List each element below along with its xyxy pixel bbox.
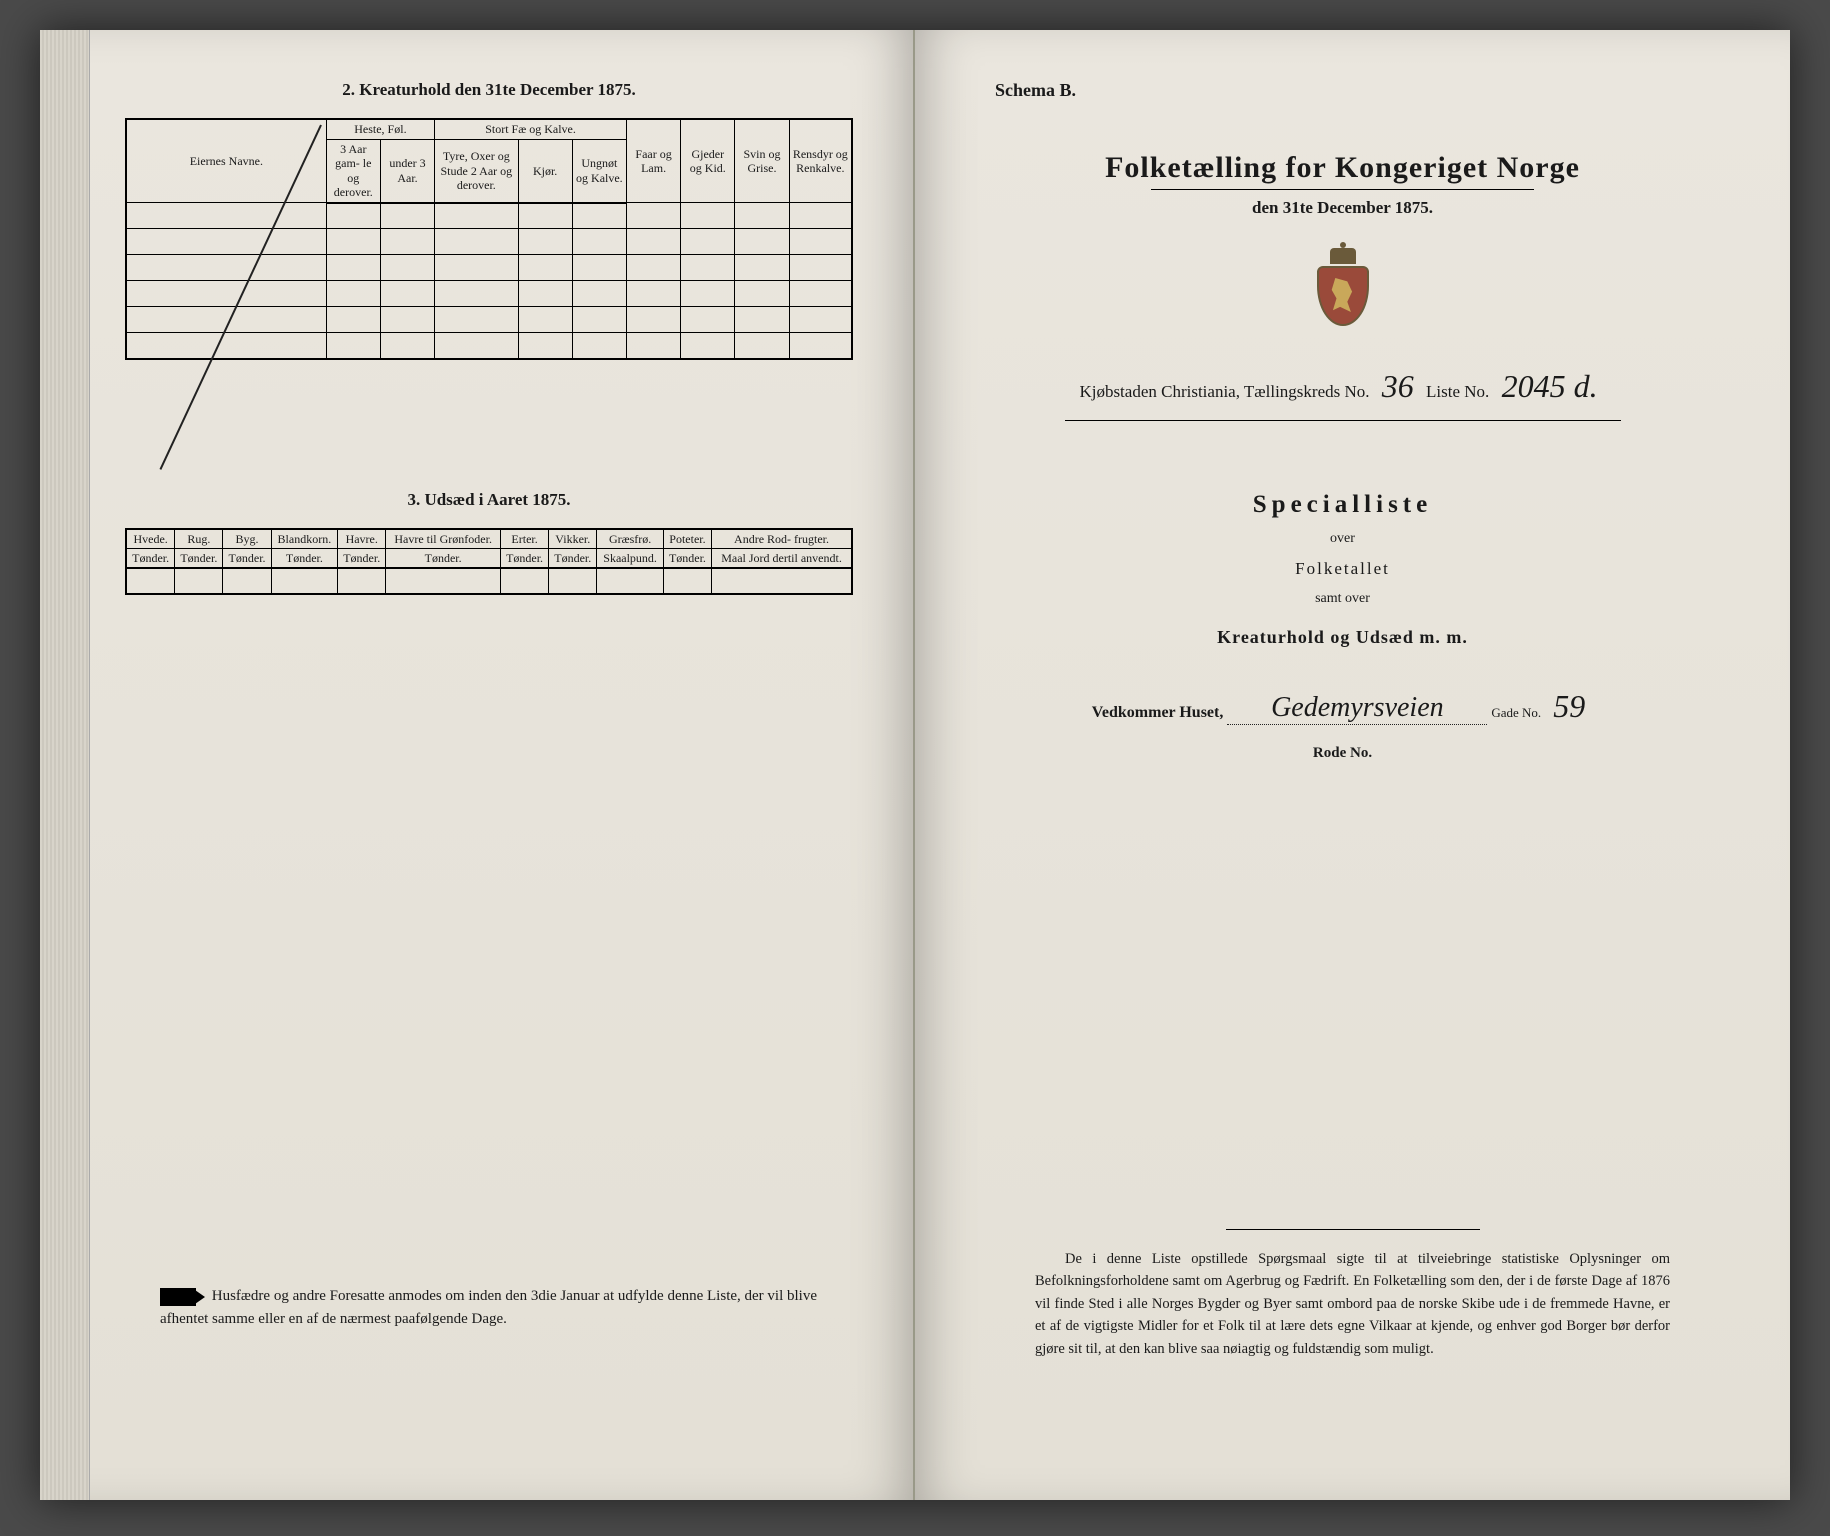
left-page: 2. Kreaturhold den 31te December 1875. E… (40, 30, 915, 1500)
liste-label: Liste No. (1426, 382, 1489, 401)
th-svin: Svin og Grise. (735, 119, 789, 203)
th-u8: Græsfrø. (597, 529, 663, 549)
footnote-body: De i denne Liste opstillede Spørgsmaal s… (1035, 1251, 1670, 1357)
section2-title: 2. Kreaturhold den 31te December 1875. (125, 80, 853, 100)
th-heste-2: under 3 Aar. (380, 140, 434, 203)
th-u10: Andre Rod- frugter. (712, 529, 852, 549)
page-edge (40, 30, 90, 1500)
th-name: Eiernes Navne. (126, 119, 326, 203)
th-stort-3: Ungnøt og Kalve. (572, 140, 626, 203)
udsaed-table: Hvede. Rug. Byg. Blandkorn. Havre. Havre… (125, 528, 853, 596)
table-row (126, 203, 852, 229)
th-u0: Hvede. (126, 529, 175, 549)
spec-line1: Folketallet (995, 559, 1690, 579)
spec-over2: samt over (995, 591, 1690, 607)
table-row (126, 229, 852, 255)
schema-label: Schema B. (995, 80, 1690, 101)
th-u1: Rug. (175, 529, 223, 549)
th-rensdyr: Rensdyr og Renkalve. (789, 119, 852, 203)
th-stort-1: Tyre, Oxer og Stude 2 Aar og derover. (435, 140, 518, 203)
th-u3: Blandkorn. (271, 529, 337, 549)
gade-label: Gade No. (1491, 705, 1541, 720)
spec-title: Specialliste (995, 491, 1690, 519)
section3-title: 3. Udsæd i Aaret 1875. (125, 490, 853, 510)
th-u9: Poteter. (663, 529, 711, 549)
spec-line2: Kreaturhold og Udsæd m. m. (995, 627, 1690, 648)
vedkommer-value: Gedemyrsveien (1227, 692, 1487, 725)
spec-over1: over (995, 531, 1690, 547)
th-unit9: Tønder. (663, 548, 711, 568)
table-row (126, 281, 852, 307)
th-u2: Byg. (223, 529, 271, 549)
kreaturhold-table: Eiernes Navne. Heste, Føl. Stort Fæ og K… (125, 118, 853, 360)
th-heste: Heste, Føl. (326, 119, 434, 140)
rode-label: Rode No. (1313, 745, 1372, 761)
th-unit1: Tønder. (175, 548, 223, 568)
title-block: Folketælling for Kongeriget Norge den 31… (995, 151, 1690, 421)
section3: 3. Udsæd i Aaret 1875. Hvede. Rug. Byg. … (125, 490, 853, 596)
table-row (126, 255, 852, 281)
rode-row: Rode No. (995, 745, 1690, 762)
pointer-icon (160, 1288, 196, 1306)
th-unit8: Skaalpund. (597, 548, 663, 568)
footnote-text: Husfædre og andre Foresatte anmodes om i… (160, 1288, 817, 1327)
vedkommer-label: Vedkommer Huset, (1092, 704, 1224, 721)
norway-crest-icon (1305, 248, 1380, 333)
th-heste-1: 3 Aar gam- le og derover. (326, 140, 380, 203)
th-u5: Havre til Grønfoder. (386, 529, 501, 549)
left-footnote: Husfædre og andre Foresatte anmodes om i… (160, 1285, 833, 1330)
speciallist-block: Specialliste over Folketallet samt over … (995, 491, 1690, 648)
th-unit0: Tønder. (126, 548, 175, 568)
th-stort: Stort Fæ og Kalve. (435, 119, 627, 140)
th-unit6: Tønder. (500, 548, 548, 568)
th-unit5: Tønder. (386, 548, 501, 568)
th-u7: Vikker. (549, 529, 597, 549)
th-faar: Faar og Lam. (626, 119, 680, 203)
th-stort-2: Kjør. (518, 140, 572, 203)
th-unit4: Tønder. (338, 548, 386, 568)
city-prefix: Kjøbstaden Christiania, Tællingskreds No… (1079, 382, 1369, 401)
title-rule (1151, 189, 1533, 190)
table-row (126, 333, 852, 359)
subtitle: den 31te December 1875. (995, 198, 1690, 218)
th-unit7: Tønder. (549, 548, 597, 568)
book-spread: 2. Kreaturhold den 31te December 1875. E… (40, 30, 1790, 1500)
kreds-no: 36 (1374, 368, 1422, 405)
gade-no: 59 (1545, 688, 1593, 725)
right-page: Schema B. Folketælling for Kongeriget No… (915, 30, 1790, 1500)
main-title: Folketælling for Kongeriget Norge (995, 151, 1690, 185)
right-footnote: De i denne Liste opstillede Spørgsmaal s… (1035, 1229, 1670, 1360)
th-unit10: Maal Jord dertil anvendt. (712, 548, 852, 568)
th-gjeder: Gjeder og Kid. (681, 119, 735, 203)
footnote-rule (1226, 1229, 1480, 1230)
vedkommer-row: Vedkommer Huset, Gedemyrsveien Gade No. … (995, 688, 1690, 725)
city-rule (1065, 420, 1621, 421)
th-unit3: Tønder. (271, 548, 337, 568)
liste-no: 2045 d. (1494, 368, 1606, 405)
city-line: Kjøbstaden Christiania, Tællingskreds No… (995, 368, 1690, 405)
th-u4: Havre. (338, 529, 386, 549)
th-u6: Erter. (500, 529, 548, 549)
table-row (126, 568, 852, 594)
th-unit2: Tønder. (223, 548, 271, 568)
